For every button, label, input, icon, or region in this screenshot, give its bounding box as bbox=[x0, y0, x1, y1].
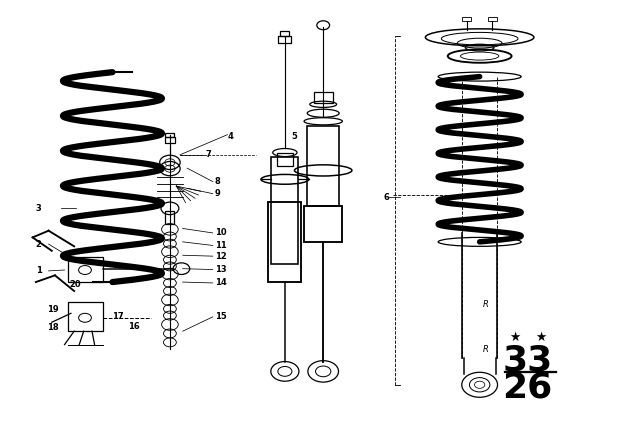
Bar bbox=[278, 36, 291, 43]
Text: 19: 19 bbox=[47, 305, 58, 314]
Text: 1: 1 bbox=[36, 267, 42, 276]
Text: 26: 26 bbox=[502, 370, 553, 404]
Bar bbox=[68, 258, 103, 282]
Bar bbox=[271, 157, 298, 264]
Text: 13: 13 bbox=[214, 265, 227, 274]
Bar bbox=[165, 138, 175, 143]
Text: 16: 16 bbox=[129, 322, 140, 331]
Text: 12: 12 bbox=[214, 252, 227, 261]
Text: 15: 15 bbox=[214, 312, 227, 321]
Text: 6: 6 bbox=[384, 193, 390, 202]
Text: 33: 33 bbox=[502, 343, 553, 377]
Text: 10: 10 bbox=[214, 228, 227, 237]
Text: R: R bbox=[483, 300, 489, 309]
Bar bbox=[314, 92, 333, 103]
Bar bbox=[268, 202, 301, 282]
Bar bbox=[166, 133, 174, 138]
Bar bbox=[166, 211, 174, 224]
Text: 17: 17 bbox=[113, 312, 124, 321]
Text: 7: 7 bbox=[205, 150, 211, 159]
Text: 9: 9 bbox=[214, 189, 220, 198]
Text: 2: 2 bbox=[36, 240, 42, 249]
Text: ★: ★ bbox=[509, 332, 520, 345]
Text: 5: 5 bbox=[291, 133, 297, 142]
Text: R: R bbox=[483, 345, 489, 353]
Bar bbox=[280, 31, 289, 36]
Text: 3: 3 bbox=[36, 204, 42, 213]
Text: 20: 20 bbox=[70, 280, 81, 289]
Text: 8: 8 bbox=[214, 177, 220, 186]
Text: 4: 4 bbox=[227, 133, 233, 142]
Bar bbox=[488, 17, 497, 21]
Bar bbox=[68, 302, 103, 331]
Text: 18: 18 bbox=[47, 323, 58, 332]
Bar bbox=[304, 206, 342, 242]
Text: 14: 14 bbox=[214, 279, 227, 288]
Text: 11: 11 bbox=[214, 241, 227, 250]
Bar bbox=[463, 17, 471, 21]
Bar bbox=[277, 152, 292, 166]
Text: ★: ★ bbox=[534, 332, 546, 345]
Bar bbox=[307, 126, 339, 206]
